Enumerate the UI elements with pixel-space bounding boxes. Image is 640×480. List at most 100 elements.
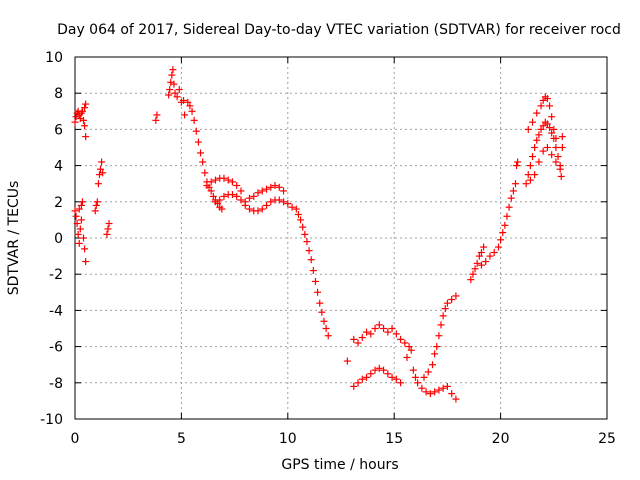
data-point xyxy=(105,220,113,228)
data-point xyxy=(303,238,311,246)
data-point xyxy=(539,96,547,104)
data-point xyxy=(429,361,437,369)
data-point xyxy=(220,192,228,200)
data-point xyxy=(220,174,228,182)
data-point xyxy=(431,388,439,396)
data-point xyxy=(81,245,89,253)
data-point xyxy=(554,153,562,161)
data-point xyxy=(258,205,266,213)
data-point xyxy=(524,125,532,133)
x-tick-label: 10 xyxy=(279,431,297,447)
data-point xyxy=(392,330,400,338)
data-point xyxy=(167,78,175,86)
x-tick-labels: 0 5 10 15 20 25 xyxy=(71,431,616,447)
data-point xyxy=(77,216,85,224)
data-point xyxy=(233,192,241,200)
data-point xyxy=(511,180,519,188)
data-point xyxy=(216,196,224,204)
data-point xyxy=(497,236,505,244)
data-point xyxy=(307,256,315,264)
data-point xyxy=(228,191,236,199)
data-point xyxy=(275,183,283,191)
data-point xyxy=(422,388,430,396)
data-point xyxy=(181,111,189,119)
data-point xyxy=(375,321,383,329)
data-point xyxy=(467,276,475,284)
data-point xyxy=(153,111,161,119)
data-point xyxy=(73,220,81,228)
data-point xyxy=(267,183,275,191)
y-tick-label: 0 xyxy=(54,231,63,247)
y-tick-label: -4 xyxy=(49,303,63,319)
axis-ticks xyxy=(74,56,608,420)
data-point xyxy=(184,98,192,106)
chart-title: Day 064 of 2017, Sidereal Day-to-day VTE… xyxy=(57,22,621,38)
data-point xyxy=(169,66,177,74)
data-point xyxy=(94,180,102,188)
data-point xyxy=(531,171,539,179)
data-point xyxy=(539,147,547,155)
data-point xyxy=(392,375,400,383)
data-point xyxy=(250,192,258,200)
data-point xyxy=(78,107,86,115)
data-point xyxy=(197,149,205,157)
data-point xyxy=(207,178,215,186)
data-point xyxy=(82,133,90,141)
data-point xyxy=(469,270,477,278)
data-point xyxy=(537,125,545,133)
data-point xyxy=(241,198,249,206)
data-point xyxy=(254,207,262,215)
data-point xyxy=(401,339,409,347)
data-point xyxy=(513,162,521,170)
data-point xyxy=(173,93,181,101)
data-point xyxy=(263,201,271,209)
x-tick-label: 25 xyxy=(598,431,616,447)
data-point xyxy=(448,390,456,398)
data-point xyxy=(543,144,551,151)
data-point xyxy=(522,180,530,188)
data-point xyxy=(324,332,332,340)
data-point xyxy=(71,207,79,215)
data-point xyxy=(548,129,556,137)
data-point xyxy=(81,104,89,112)
grid-lines xyxy=(75,57,607,419)
data-point xyxy=(452,292,460,300)
data-point xyxy=(152,116,160,124)
data-point xyxy=(433,343,441,351)
data-point xyxy=(363,328,371,336)
data-point xyxy=(358,375,366,383)
data-point xyxy=(192,127,200,135)
data-point xyxy=(82,100,90,108)
data-point xyxy=(98,158,106,166)
y-tick-label: 4 xyxy=(54,159,63,175)
data-point xyxy=(320,317,328,325)
data-point xyxy=(420,373,428,381)
data-point xyxy=(514,158,522,166)
data-point xyxy=(367,370,375,378)
data-point xyxy=(209,192,217,200)
data-point xyxy=(211,176,219,184)
data-point xyxy=(267,198,275,206)
data-point xyxy=(482,258,490,266)
data-point xyxy=(80,234,88,242)
data-point xyxy=(384,328,392,336)
data-point xyxy=(74,230,82,238)
data-point xyxy=(439,384,447,392)
data-point xyxy=(448,296,456,304)
data-point xyxy=(175,86,183,94)
data-point xyxy=(490,248,498,256)
data-point xyxy=(81,122,89,130)
data-point xyxy=(548,151,556,159)
data-point xyxy=(501,221,509,229)
data-point xyxy=(92,201,100,209)
data-marks xyxy=(71,66,566,403)
data-point xyxy=(533,109,541,117)
data-point xyxy=(499,229,507,237)
data-point xyxy=(97,165,105,173)
y-tick-label: 8 xyxy=(54,86,63,102)
data-point xyxy=(350,335,358,343)
data-point xyxy=(403,353,411,361)
data-point xyxy=(91,207,99,215)
data-point xyxy=(443,382,451,390)
